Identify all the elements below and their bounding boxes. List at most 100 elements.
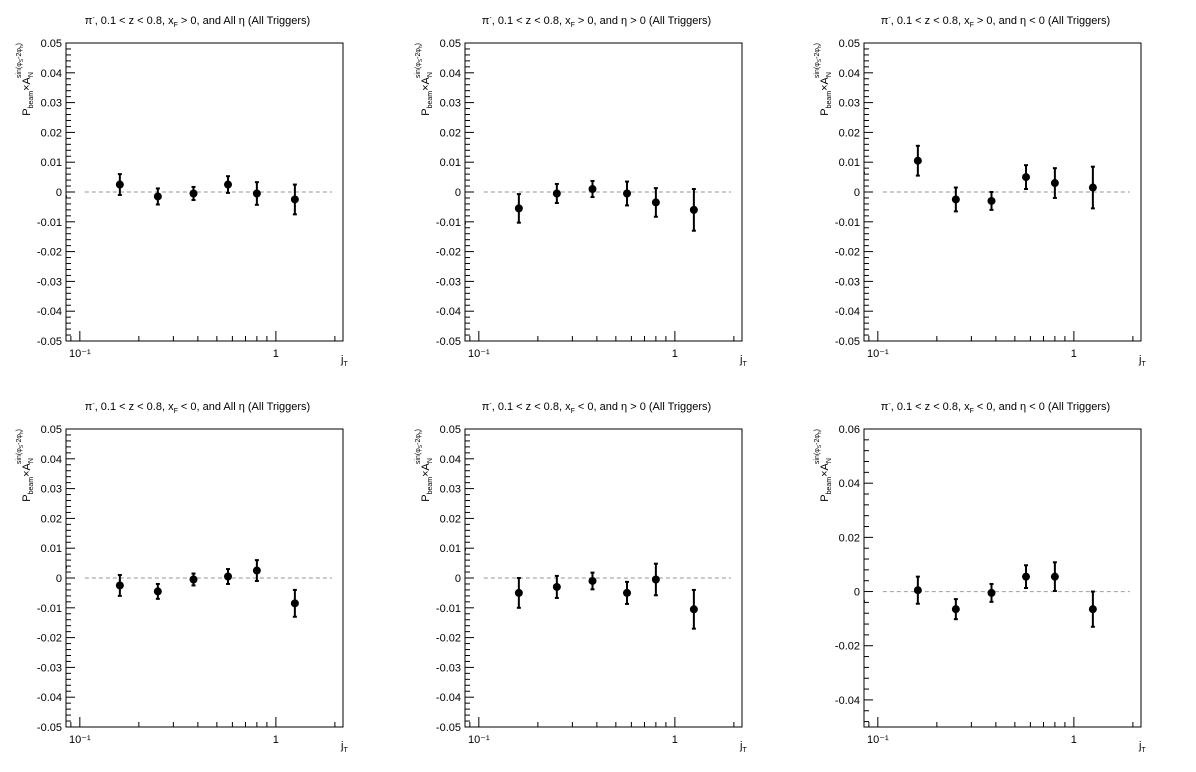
y-tick-label: 0.02: [41, 513, 62, 525]
chart-svg: π-, 0.1 < z < 0.8, xF > 0, and η > 0 (Al…: [415, 15, 747, 368]
y-tick-label: 0.05: [41, 424, 62, 436]
data-point: [342, 219, 343, 222]
x-tick-label: 10⁻¹: [69, 348, 91, 360]
y-tick-label: -0.03: [835, 276, 860, 288]
y-tick-label: 0.03: [41, 484, 62, 496]
y-tick-label: 0.02: [440, 513, 461, 525]
y-tick-label: 0.04: [41, 454, 62, 466]
plot-frame: [863, 428, 1142, 728]
data-point: [913, 586, 922, 595]
data-point: [588, 576, 597, 585]
data-points: [864, 429, 1141, 628]
y-tick-label: 0.01: [440, 157, 461, 169]
y-tick-label: -0.03: [436, 276, 461, 288]
y-tick-label: -0.01: [37, 603, 62, 615]
y-tick-label: -0.02: [436, 633, 461, 645]
y-tick-label: -0.04: [436, 692, 461, 704]
chart-title: π-, 0.1 < z < 0.8, xF > 0, and η < 0 (Al…: [881, 15, 1110, 29]
data-point: [1088, 183, 1097, 192]
y-tick-label: -0.05: [436, 336, 461, 348]
data-point: [115, 581, 124, 590]
data-point: [623, 189, 632, 198]
y-tick-label: -0.05: [436, 722, 461, 734]
data-point: [224, 572, 233, 581]
chart-svg: π-, 0.1 < z < 0.8, xF > 0, and All η (Al…: [16, 15, 348, 368]
y-tick-label: -0.02: [37, 247, 62, 259]
y-tick-label: -0.04: [37, 692, 62, 704]
x-tick-label: 10⁻¹: [468, 734, 490, 746]
data-point: [189, 189, 198, 198]
data-point: [987, 588, 996, 597]
y-tick-label: -0.05: [37, 336, 62, 348]
chart-title: π-, 0.1 < z < 0.8, xF < 0, and η < 0 (Al…: [881, 401, 1110, 415]
x-axis-label: jT: [739, 354, 747, 368]
y-axis-label: Pbeam×ANsin(φS-2φh): [16, 429, 35, 502]
data-point: [189, 575, 198, 584]
y-tick-label: 0.01: [41, 157, 62, 169]
y-tick-label: -0.04: [835, 695, 860, 707]
data-point: [864, 598, 865, 604]
y-tick-label: 0.03: [839, 98, 860, 110]
y-tick-label: 0.05: [440, 424, 461, 436]
data-point: [153, 587, 162, 596]
x-tick-label: 1: [1071, 734, 1077, 746]
data-point: [115, 180, 124, 189]
x-tick-label: 10⁻¹: [69, 734, 91, 746]
data-point: [290, 195, 299, 204]
y-tick-label: 0.01: [41, 543, 62, 555]
y-tick-label: -0.03: [37, 662, 62, 674]
data-point: [1140, 131, 1141, 134]
data-points: [66, 173, 343, 222]
data-point: [987, 196, 996, 205]
y-tick-label: -0.01: [436, 217, 461, 229]
y-tick-label: -0.04: [436, 306, 461, 318]
x-tick-label: 10⁻¹: [468, 348, 490, 360]
data-point: [552, 189, 561, 198]
y-tick-label: -0.03: [37, 276, 62, 288]
x-axis-label: jT: [1138, 354, 1146, 368]
data-point: [1022, 572, 1031, 581]
y-tick-label: 0.01: [440, 543, 461, 555]
y-tick-label: 0.03: [440, 98, 461, 110]
data-points: [465, 179, 742, 295]
chart-title: π-, 0.1 < z < 0.8, xF > 0, and η > 0 (Al…: [482, 15, 711, 29]
y-axis-label: Pbeam×ANsin(φS-2φh): [415, 429, 434, 502]
x-axis-label: jT: [739, 740, 747, 754]
x-tick-label: 1: [672, 348, 678, 360]
y-tick-label: 0.02: [839, 532, 860, 544]
y-tick-label: 0: [854, 187, 860, 199]
y-tick-label: 0.02: [440, 127, 461, 139]
data-points: [465, 457, 742, 630]
data-point: [66, 193, 67, 200]
y-tick-label: 0.04: [440, 68, 461, 80]
y-tick-label: -0.04: [835, 306, 860, 318]
data-points: [66, 430, 343, 618]
data-point: [153, 192, 162, 201]
data-point: [514, 204, 523, 213]
data-point: [588, 185, 597, 194]
data-point: [465, 220, 466, 226]
data-point: [1050, 572, 1059, 581]
y-tick-label: -0.01: [37, 217, 62, 229]
y-tick-label: 0.04: [440, 454, 461, 466]
data-point: [1140, 429, 1141, 431]
data-point: [290, 599, 299, 608]
data-point: [1088, 605, 1097, 614]
data-points: [864, 131, 1141, 213]
chart-svg: π-, 0.1 < z < 0.8, xF < 0, and η < 0 (Al…: [814, 401, 1146, 754]
y-axis-label: Pbeam×ANsin(φS-2φh): [16, 43, 35, 116]
chart-title: π-, 0.1 < z < 0.8, xF < 0, and η > 0 (Al…: [482, 401, 711, 415]
y-tick-label: 0: [854, 587, 860, 599]
data-point: [864, 170, 865, 176]
data-point: [651, 575, 660, 584]
data-point: [623, 588, 632, 597]
y-tick-label: 0.01: [839, 157, 860, 169]
y-tick-label: 0.04: [41, 68, 62, 80]
y-tick-label: -0.05: [835, 336, 860, 348]
y-tick-label: 0: [56, 187, 62, 199]
data-point: [689, 605, 698, 614]
y-tick-label: 0.05: [839, 38, 860, 50]
chart-panel-3: π-, 0.1 < z < 0.8, xF > 0, and η < 0 (Al…: [798, 0, 1196, 386]
chart-panel-5: π-, 0.1 < z < 0.8, xF < 0, and η > 0 (Al…: [399, 386, 798, 772]
data-point: [741, 292, 742, 295]
